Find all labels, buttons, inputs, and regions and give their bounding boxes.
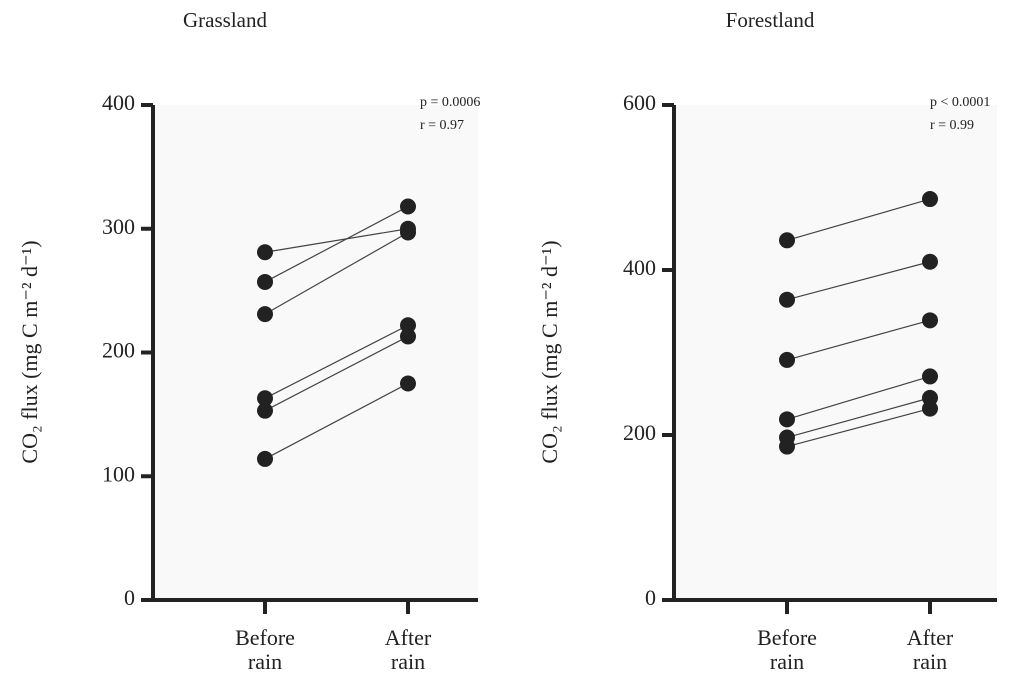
chart-title: Forestland bbox=[726, 8, 815, 32]
plot-background bbox=[153, 105, 478, 600]
data-point bbox=[400, 328, 416, 345]
y-tick-label: 200 bbox=[102, 338, 135, 363]
pair-line bbox=[786, 261, 931, 301]
data-point bbox=[400, 224, 416, 241]
data-point bbox=[779, 232, 795, 249]
y-tick-label: 600 bbox=[623, 90, 656, 115]
y-tick-label: 0 bbox=[124, 585, 135, 610]
data-point bbox=[922, 368, 938, 385]
plot-background bbox=[674, 105, 997, 600]
pair-line bbox=[264, 324, 409, 399]
data-point bbox=[922, 253, 938, 270]
data-point bbox=[779, 438, 795, 455]
data-point bbox=[257, 390, 273, 407]
pair-line bbox=[786, 408, 931, 448]
data-point bbox=[400, 375, 416, 392]
y-axis-label: CO₂ flux (mg C m⁻² d⁻¹) bbox=[537, 240, 562, 463]
data-point bbox=[257, 306, 273, 323]
x-tick-label-box: After rain bbox=[384, 626, 432, 674]
x-tick-label-box: Before rain bbox=[757, 626, 817, 674]
pair-line bbox=[786, 397, 931, 439]
pair-line bbox=[264, 231, 409, 315]
x-tick-label-box: Before rain bbox=[235, 626, 295, 674]
annotation: p < 0.0001 bbox=[930, 95, 990, 110]
pair-line bbox=[264, 228, 409, 253]
pair-line bbox=[786, 198, 931, 241]
pair-line bbox=[786, 319, 931, 361]
data-point bbox=[922, 191, 938, 208]
x-tick-label: After rain bbox=[384, 626, 432, 674]
data-point bbox=[400, 317, 416, 334]
x-tick-label: Before rain bbox=[235, 626, 295, 674]
data-point bbox=[922, 312, 938, 329]
annotation: p = 0.0006 bbox=[420, 95, 480, 110]
y-tick-label: 400 bbox=[623, 255, 656, 280]
annotation: r = 0.97 bbox=[420, 118, 464, 133]
x-tick-label-box: After rain bbox=[906, 626, 954, 674]
y-tick-label: 100 bbox=[102, 461, 135, 486]
data-point bbox=[922, 400, 938, 417]
y-tick-label: 200 bbox=[623, 420, 656, 445]
annotation: r = 0.99 bbox=[930, 118, 974, 133]
data-point bbox=[779, 351, 795, 368]
x-tick-label: Before rain bbox=[757, 626, 817, 674]
y-tick-label: 400 bbox=[102, 90, 135, 115]
pair-line bbox=[264, 335, 409, 412]
y-axis-label: CO₂ flux (mg C m⁻² d⁻¹) bbox=[17, 240, 42, 463]
data-point bbox=[779, 411, 795, 428]
data-point bbox=[257, 244, 273, 261]
pair-line bbox=[264, 382, 409, 460]
pair-line bbox=[264, 205, 409, 283]
data-point bbox=[257, 402, 273, 419]
data-point bbox=[257, 450, 273, 467]
data-point bbox=[779, 291, 795, 308]
y-tick-label: 300 bbox=[102, 214, 135, 239]
x-tick-label: After rain bbox=[906, 626, 954, 674]
data-point bbox=[400, 198, 416, 215]
pair-line bbox=[786, 375, 931, 420]
chart-title: Grassland bbox=[183, 8, 267, 32]
y-tick-label: 0 bbox=[645, 585, 656, 610]
data-point bbox=[257, 273, 273, 290]
